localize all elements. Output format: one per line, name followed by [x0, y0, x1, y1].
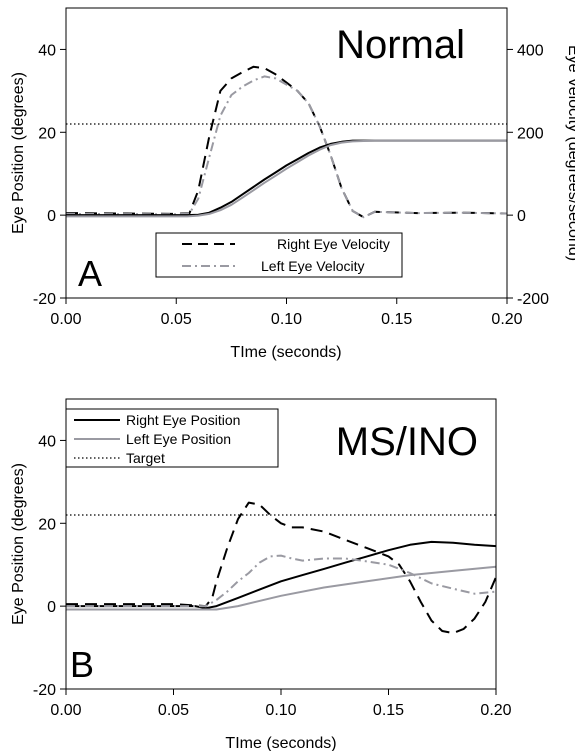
panel-a-y2-tick-label: 200 [517, 125, 544, 142]
panel-b-y-tick-label: 40 [38, 433, 56, 450]
panel-a-x-axis-label: TIme (seconds) [230, 344, 341, 361]
legend-label-right-eye-velocity: Right Eye Velocity [277, 236, 390, 252]
legend-label-left-eye-position: Left Eye Position [126, 431, 231, 447]
panel-b-x-tick-label: 0.20 [480, 702, 511, 719]
panel-a-legend-box [155, 232, 403, 278]
panel-b-y-tick-label: 0 [47, 599, 56, 616]
panel-a-y-tick-label: 0 [47, 208, 56, 225]
panel-a-y2-tick-labels: -200 0 200 400 [517, 42, 549, 308]
panel-a-series-right-eye-velocity [65, 65, 508, 219]
panel-a-x-tick-label: 0.10 [271, 311, 302, 328]
panel-a-ticks [60, 48, 513, 304]
panel-a-y-axis-label: Eye Position (degrees) [10, 72, 27, 234]
panel-b-y-tick-label: 20 [38, 516, 56, 533]
legend-label-left-eye-velocity: Left Eye Velocity [261, 258, 365, 274]
panel-b-x-axis-label: TIme (seconds) [225, 735, 336, 751]
panel-a-legend: Right Eye Velocity Left Eye Velocity [155, 232, 403, 278]
legend-label-right-eye-position: Right Eye Position [126, 412, 240, 428]
panel-b-x-tick-label: 0.00 [50, 702, 81, 719]
panel-a-y2-axis-label: Eye Velocity (degrees/second) [565, 45, 575, 261]
panel-a-y-tick-label: 20 [38, 125, 56, 142]
panel-b-y-tick-label: -20 [33, 682, 56, 699]
panel-a-x-tick-labels: 0.00 0.05 0.10 0.15 0.20 [50, 311, 522, 328]
panel-a-x-tick-label: 0.05 [161, 311, 192, 328]
panel-a-y2-tick-label: -200 [517, 291, 549, 308]
panel-b-ticks [60, 439, 497, 695]
panel-a-y2-tick-label: 400 [517, 42, 544, 59]
panel-a-series-left-eye-velocity [65, 75, 508, 219]
panel-a-title: Normal [336, 23, 465, 67]
panel-b-letter: B [70, 644, 94, 685]
panel-b-series-left-eye-velocity [66, 554, 497, 608]
panel-a-y2-tick-label: 0 [517, 208, 526, 225]
panel-b-x-tick-labels: 0.00 0.05 0.10 0.15 0.20 [50, 702, 511, 719]
panel-a-y-tick-label: -20 [33, 291, 56, 308]
panel-b-legend: Right Eye Position Left Eye Position Tar… [65, 408, 279, 468]
panel-b-x-tick-label: 0.15 [373, 702, 404, 719]
panel-b-y-axis-label: Eye Position (degrees) [10, 463, 27, 625]
panel-a-series [65, 65, 508, 219]
panel-b: 0.00 0.05 0.10 0.15 0.20 -20 0 20 40 MS/INO B T… [10, 398, 512, 751]
panel-a-series-right-eye-position [66, 139, 507, 217]
panel-a-series-left-eye-position [66, 139, 507, 218]
panel-b-title: MS/INO [336, 420, 478, 464]
panel-b-x-tick-label: 0.10 [265, 702, 296, 719]
panel-a-x-tick-label: 0.20 [491, 311, 522, 328]
panel-b-x-tick-label: 0.05 [158, 702, 189, 719]
panel-b-series-right-eye-velocity [66, 501, 497, 635]
panel-a-letter: A [78, 253, 102, 294]
panel-a-y-tick-labels: -20 0 20 40 [33, 42, 56, 308]
panel-a-x-tick-label: 0.15 [381, 311, 412, 328]
panel-b-y-tick-labels: -20 0 20 40 [33, 433, 56, 699]
panel-b-series [66, 501, 497, 635]
panel-a-x-tick-label: 0.00 [50, 311, 81, 328]
panel-a-y-tick-label: 40 [38, 42, 56, 59]
legend-label-target: Target [126, 450, 165, 466]
panel-b-series-left-eye-position [66, 565, 497, 611]
panel-b-series-right-eye-position [66, 540, 497, 610]
